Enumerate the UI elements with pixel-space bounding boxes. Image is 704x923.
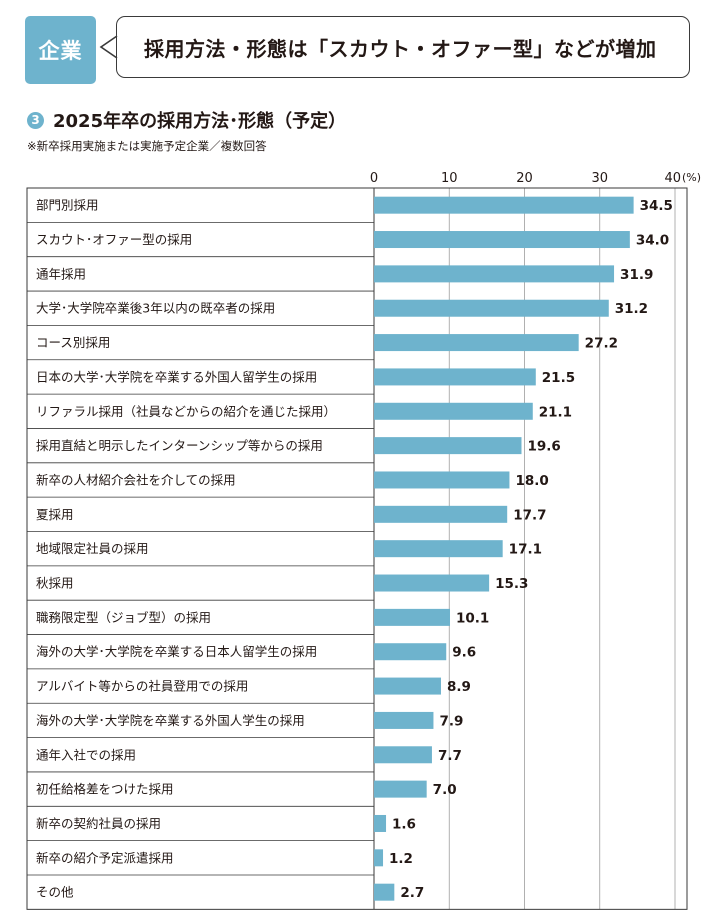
category-label: スカウト･オファー型の採用 bbox=[36, 232, 192, 247]
bar bbox=[374, 574, 490, 592]
value-label: 8.9 bbox=[447, 679, 471, 695]
speech-pointer-icon bbox=[99, 35, 118, 59]
bar bbox=[374, 231, 630, 249]
section-number-badge: 3 bbox=[27, 111, 44, 129]
bar bbox=[374, 608, 451, 626]
category-label: その他 bbox=[36, 885, 74, 900]
bar bbox=[374, 299, 609, 317]
category-label: 通年入社での採用 bbox=[36, 747, 136, 762]
unit-label: (%) bbox=[682, 171, 701, 184]
headline-text: 採用方法・形態は「スカウト・オファー型」などが増加 bbox=[144, 36, 657, 61]
category-label: コース別採用 bbox=[36, 335, 110, 350]
x-tick-label-40: 40 bbox=[664, 171, 681, 186]
value-label: 21.1 bbox=[539, 404, 572, 420]
bar bbox=[374, 746, 432, 764]
value-label: 7.7 bbox=[438, 748, 462, 764]
x-tick-label-30: 30 bbox=[591, 171, 608, 186]
bar bbox=[374, 814, 387, 832]
category-label: 新卒の契約社員の採用 bbox=[36, 816, 161, 831]
value-label: 10.1 bbox=[456, 610, 489, 626]
bar bbox=[374, 196, 634, 214]
bar bbox=[374, 540, 503, 558]
bar bbox=[374, 883, 395, 901]
chart-title-text: 2025年卒の採用方法･形態（予定） bbox=[53, 111, 347, 132]
bar bbox=[374, 849, 384, 867]
bar bbox=[374, 265, 615, 283]
chart-note: ※新卒採用実施または実施予定企業／複数回答 bbox=[27, 139, 267, 153]
category-label: 通年採用 bbox=[36, 266, 86, 281]
bar bbox=[374, 437, 522, 455]
x-tick-label-10: 10 bbox=[441, 171, 458, 186]
value-label: 7.0 bbox=[433, 782, 457, 798]
value-label: 18.0 bbox=[515, 473, 548, 489]
chart-frame bbox=[26, 187, 688, 910]
value-label: 27.2 bbox=[585, 336, 618, 352]
bar bbox=[374, 471, 510, 489]
value-label: 31.2 bbox=[615, 301, 648, 317]
value-label: 17.1 bbox=[509, 542, 542, 558]
category-label: 夏採用 bbox=[36, 507, 74, 522]
x-tick-label-0: 0 bbox=[370, 171, 378, 186]
value-label: 21.5 bbox=[542, 370, 575, 386]
category-label: アルバイト等からの社員登用での採用 bbox=[36, 679, 248, 694]
bar bbox=[374, 334, 579, 352]
category-label: 新卒の人材紹介会社を介しての採用 bbox=[36, 472, 236, 487]
category-label: 新卒の紹介予定派遣採用 bbox=[36, 850, 174, 865]
bar bbox=[374, 643, 447, 661]
value-label: 34.0 bbox=[636, 233, 669, 249]
category-label: 職務限定型（ジョブ型）の採用 bbox=[36, 610, 211, 625]
x-tick-label-20: 20 bbox=[516, 171, 533, 186]
chart-title: 3 2025年卒の採用方法･形態（予定） bbox=[27, 107, 346, 133]
category-label: 海外の大学･大学院を卒業する外国人学生の採用 bbox=[36, 713, 305, 728]
bar bbox=[374, 780, 427, 798]
category-label: 大学･大学院卒業後3年以内の既卒者の採用 bbox=[36, 301, 275, 316]
value-label: 7.9 bbox=[439, 713, 463, 729]
category-label: 秋採用 bbox=[36, 576, 74, 591]
category-label: リファラル採用（社員などからの紹介を通じた採用） bbox=[36, 404, 336, 419]
category-label: 採用直結と明示したインターンシップ等からの採用 bbox=[36, 438, 323, 453]
headline-box: 採用方法・形態は「スカウト・オファー型」などが増加 bbox=[116, 16, 690, 78]
value-label: 9.6 bbox=[452, 645, 476, 661]
category-label: 海外の大学･大学院を卒業する日本人留学生の採用 bbox=[36, 644, 317, 659]
category-label: 部門別採用 bbox=[36, 198, 99, 213]
category-tag: 企業 bbox=[25, 16, 96, 84]
bar bbox=[374, 402, 533, 420]
value-label: 34.5 bbox=[640, 198, 673, 214]
value-label: 2.7 bbox=[400, 885, 424, 901]
value-label: 1.2 bbox=[389, 851, 413, 867]
value-label: 17.7 bbox=[513, 507, 546, 523]
category-label: 初任給格差をつけた採用 bbox=[36, 782, 174, 797]
category-label: 日本の大学･大学院を卒業する外国人留学生の採用 bbox=[36, 369, 317, 384]
value-label: 1.6 bbox=[392, 816, 416, 832]
category-tag-label: 企業 bbox=[38, 39, 83, 63]
bar bbox=[374, 711, 434, 729]
bar bbox=[374, 677, 441, 695]
bar bbox=[374, 505, 508, 523]
value-label: 15.3 bbox=[495, 576, 528, 592]
value-label: 31.9 bbox=[620, 267, 653, 283]
category-label: 地域限定社員の採用 bbox=[36, 541, 149, 556]
bar bbox=[374, 368, 536, 386]
value-label: 19.6 bbox=[527, 439, 560, 455]
